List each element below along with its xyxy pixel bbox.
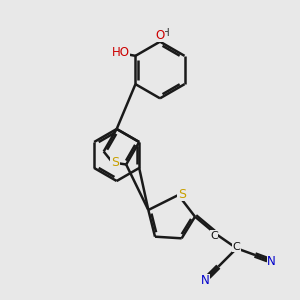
Text: N: N bbox=[201, 274, 209, 287]
Text: C: C bbox=[210, 231, 218, 241]
Text: HO: HO bbox=[112, 46, 130, 59]
Text: O: O bbox=[155, 28, 165, 41]
Text: N: N bbox=[267, 255, 276, 268]
Text: C: C bbox=[233, 242, 241, 252]
Text: H: H bbox=[162, 28, 170, 38]
Text: S: S bbox=[178, 188, 186, 201]
Text: S: S bbox=[111, 156, 119, 169]
